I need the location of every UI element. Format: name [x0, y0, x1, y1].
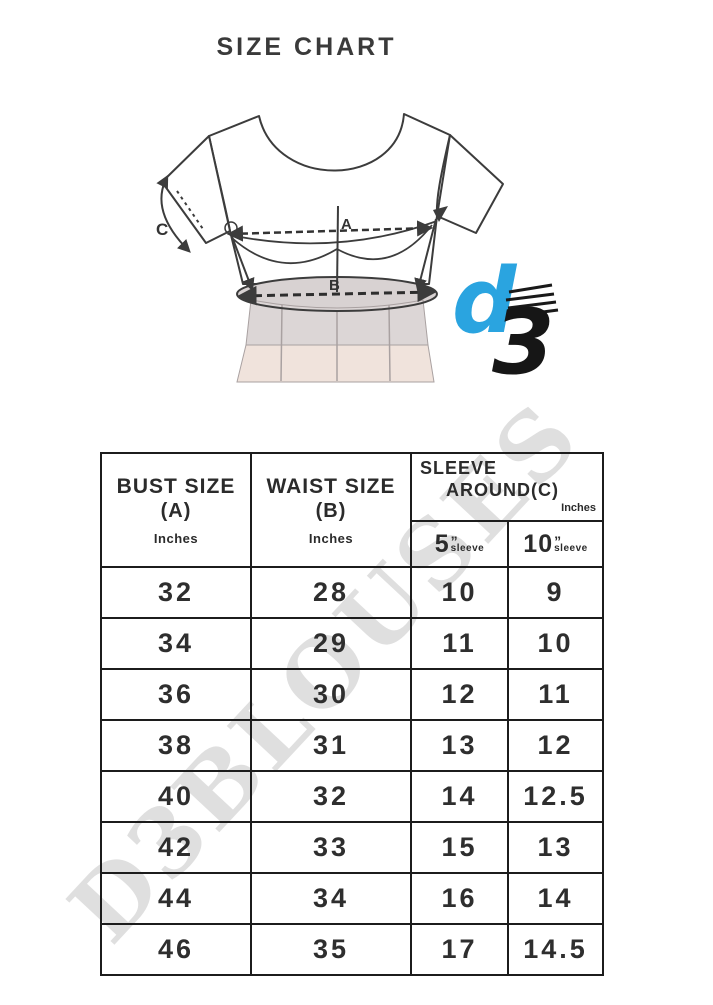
cell-sleeve10: 14.5 — [507, 923, 604, 976]
table-row: 38 31 13 12 — [100, 719, 604, 772]
cell-sleeve5: 12 — [410, 668, 509, 721]
sleeve-10-inch-mark: ” — [554, 533, 562, 549]
header-row-sub: 5” sleeve 10” sleeve — [101, 520, 604, 568]
logo-letter-d: d — [452, 252, 518, 354]
cell-bust: 42 — [100, 821, 252, 874]
cell-waist: 32 — [250, 770, 412, 823]
sleeve-10-number: 10 — [523, 529, 554, 558]
table-row: 32 28 10 9 — [100, 566, 604, 619]
header-bust: BUST SIZE (A) Inches — [100, 452, 252, 568]
table-row: 40 32 14 12.5 — [100, 770, 604, 823]
cell-sleeve5: 17 — [410, 923, 509, 976]
left-side-arrow — [230, 233, 255, 292]
waist-unit: Inches — [308, 531, 354, 547]
header-sleeve-10: 10” sleeve — [507, 520, 604, 568]
blouse-diagram-svg: A B C — [156, 113, 504, 383]
cell-sleeve10: 11 — [507, 668, 604, 721]
left-sleeve — [161, 135, 231, 244]
waist-measure-line — [237, 282, 437, 306]
table-row: 34 29 11 10 — [100, 617, 604, 670]
cell-bust: 34 — [100, 617, 252, 670]
cell-sleeve10: 9 — [507, 566, 604, 619]
bodice-outline — [208, 113, 451, 285]
cell-sleeve5: 15 — [410, 821, 509, 874]
sleeve-5-word: sleeve — [450, 543, 485, 554]
cell-waist: 31 — [250, 719, 412, 772]
table-row: 46 35 17 14.5 — [100, 923, 604, 976]
header-sleeve-around: SLEEVE AROUND(C) Inches — [410, 452, 604, 522]
cell-waist: 30 — [250, 668, 412, 721]
bust-measure-line — [226, 220, 434, 242]
sleeve-measure-arrow — [156, 174, 191, 253]
waist-title: WAIST SIZE — [266, 474, 396, 498]
cell-sleeve5: 10 — [410, 566, 509, 619]
page-title: SIZE CHART — [216, 33, 397, 61]
label-b: B — [329, 277, 340, 294]
logo-speed-lines — [505, 283, 559, 318]
sleeve-title-line1: SLEEVE — [420, 458, 498, 478]
cell-sleeve5: 16 — [410, 872, 509, 925]
sleeve-letter: (C) — [531, 480, 559, 500]
cell-bust: 38 — [100, 719, 252, 772]
skirt-seams — [280, 304, 391, 382]
header-waist: WAIST SIZE (B) Inches — [250, 452, 412, 568]
waist-letter: (B) — [315, 500, 347, 523]
cell-bust: 32 — [100, 566, 252, 619]
logo-letter-3: 3 — [492, 290, 555, 380]
cell-waist: 28 — [250, 566, 412, 619]
cell-sleeve10: 14 — [507, 872, 604, 925]
cell-sleeve10: 12 — [507, 719, 604, 772]
size-table: BUST SIZE (A) Inches WAIST SIZE (B) Inch… — [100, 452, 604, 976]
brand-logo: d 3 — [452, 249, 577, 395]
sleeve-measure-dashes — [176, 190, 204, 230]
bust-title: BUST SIZE — [116, 474, 236, 498]
right-underarm-flag — [433, 206, 448, 222]
label-a: A — [341, 216, 352, 233]
underarm-loop — [224, 221, 238, 235]
table-row: 36 30 12 11 — [100, 668, 604, 721]
table-row: 42 33 15 13 — [100, 821, 604, 874]
cell-waist: 33 — [250, 821, 412, 874]
cell-sleeve10: 12.5 — [507, 770, 604, 823]
label-c: C — [156, 220, 168, 239]
table-row: 44 34 16 14 — [100, 872, 604, 925]
skirt-lower — [236, 344, 435, 383]
sleeve-5-number: 5 — [434, 529, 450, 558]
cell-bust: 40 — [100, 770, 252, 823]
sleeve-title-line2: AROUND(C) — [446, 480, 559, 500]
sleeve-10-word: sleeve — [554, 543, 588, 554]
header-row-main: BUST SIZE (A) Inches WAIST SIZE (B) Inch… — [100, 452, 604, 568]
brand-logo-svg: d 3 — [452, 249, 559, 395]
cell-sleeve5: 14 — [410, 770, 509, 823]
cell-sleeve5: 13 — [410, 719, 509, 772]
bust-letter: (A) — [160, 500, 192, 523]
cell-bust: 36 — [100, 668, 252, 721]
right-sleeve — [436, 134, 504, 234]
cell-sleeve10: 10 — [507, 617, 604, 670]
cell-bust: 46 — [100, 923, 252, 976]
cell-waist: 29 — [250, 617, 412, 670]
cell-bust: 44 — [100, 872, 252, 925]
right-side-arrow — [414, 218, 437, 292]
cell-waist: 34 — [250, 872, 412, 925]
sleeve-5-inch-mark: ” — [450, 533, 458, 549]
sleeve-unit: Inches — [561, 502, 596, 514]
cell-sleeve5: 11 — [410, 617, 509, 670]
header-sleeve-5: 5” sleeve — [410, 520, 509, 568]
blouse-diagram: A B C — [130, 98, 590, 398]
cell-waist: 35 — [250, 923, 412, 976]
cell-sleeve10: 13 — [507, 821, 604, 874]
bust-unit: Inches — [153, 531, 199, 547]
